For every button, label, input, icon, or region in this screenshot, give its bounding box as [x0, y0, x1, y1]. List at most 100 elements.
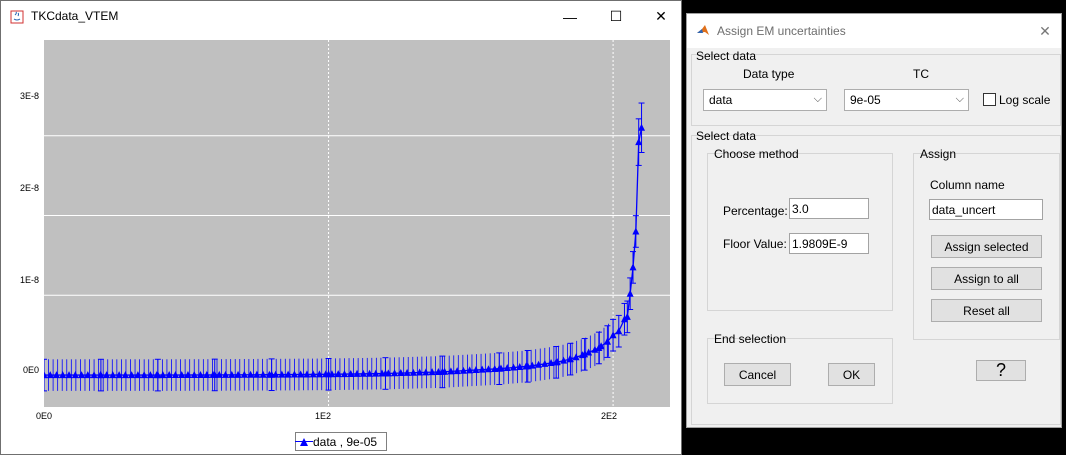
y-tick-label: 1E-8 [19, 275, 39, 285]
data-point [516, 362, 524, 370]
data-point [178, 371, 186, 379]
x-tick-label: 2E2 [601, 411, 618, 421]
data-point [635, 138, 643, 146]
close-icon: ✕ [655, 8, 667, 24]
assign-uncertainties-dialog: Assign EM uncertainties ✕ Select data Da… [686, 13, 1062, 428]
data-point [422, 368, 430, 376]
data-point [297, 370, 305, 378]
ok-button[interactable]: OK [828, 363, 875, 386]
data-point [278, 370, 286, 378]
close-icon: ✕ [1039, 22, 1051, 39]
data-point [438, 367, 446, 375]
data-point [397, 369, 405, 377]
data-point [609, 331, 617, 339]
data-point [315, 370, 323, 378]
cancel-button[interactable]: Cancel [724, 363, 791, 386]
x-tick-label: 0E0 [36, 411, 53, 421]
data-point [484, 365, 492, 373]
data-point [472, 366, 480, 374]
data-point [115, 371, 123, 379]
chevron-down-icon: ⌵ [955, 93, 964, 105]
data-point [503, 364, 511, 372]
percentage-label: Percentage: [723, 204, 788, 218]
data-point [491, 364, 499, 372]
data-point [347, 369, 355, 377]
data-point [71, 371, 79, 379]
reset-all-button[interactable]: Reset all [931, 299, 1042, 322]
assign-to-all-button[interactable]: Assign to all [931, 267, 1042, 290]
chevron-down-icon: ⌵ [813, 93, 822, 105]
data-point [134, 371, 142, 379]
chart-plot-area[interactable] [40, 40, 670, 407]
data-point [359, 369, 367, 377]
data-point [103, 371, 111, 379]
data-point [140, 371, 148, 379]
data-point [228, 370, 236, 378]
tc-select[interactable]: 9e-05 ⌵ [844, 89, 969, 111]
dialog-titlebar[interactable]: Assign EM uncertainties ✕ [687, 14, 1061, 48]
dialog-title: Assign EM uncertainties [717, 24, 846, 38]
x-tick-label: 1E2 [315, 411, 332, 421]
maximize-icon: ☐ [609, 8, 623, 24]
data-point [190, 370, 198, 378]
close-button[interactable]: ✕ [638, 1, 684, 32]
data-point [585, 348, 593, 356]
select-data-panel-bottom [691, 135, 1061, 425]
y-tick-label: 2E-8 [19, 183, 39, 193]
data-point [595, 343, 603, 351]
log-scale-checkbox[interactable] [983, 93, 996, 106]
percentage-input[interactable]: 3.0 [789, 198, 869, 219]
data-point [234, 370, 242, 378]
data-point [581, 350, 589, 358]
data-point [53, 371, 61, 379]
help-button[interactable]: ? [976, 360, 1026, 381]
minimize-button[interactable]: — [547, 1, 593, 32]
y-tick-label: 3E-8 [19, 91, 39, 101]
data-point [121, 371, 129, 379]
data-point [146, 371, 154, 379]
data-point [325, 370, 333, 378]
data-point [572, 353, 580, 361]
data-point [541, 359, 549, 367]
chart-svg [40, 40, 670, 407]
series-line [44, 127, 643, 376]
data-point [638, 123, 646, 131]
chart-legend: data , 9e-05 [295, 432, 387, 451]
choose-method-panel [707, 153, 893, 311]
data-type-value: data [709, 93, 733, 107]
choose-method-label: Choose method [714, 147, 799, 161]
data-point [203, 370, 211, 378]
data-point [478, 365, 486, 373]
data-type-select[interactable]: data ⌵ [703, 89, 827, 111]
data-point [222, 370, 230, 378]
data-point [552, 358, 560, 366]
data-point [447, 367, 455, 375]
data-point [524, 362, 532, 370]
data-point [591, 345, 599, 353]
data-point [290, 370, 298, 378]
column-name-input[interactable]: data_uncert [929, 199, 1043, 220]
plot-window: TKCdata_VTEM — ☐ ✕ 3E-8 2E-8 1E-8 0E0 0E… [0, 0, 682, 455]
floor-value-input[interactable]: 1.9809E-9 [789, 233, 869, 254]
maximize-button[interactable]: ☐ [593, 1, 639, 32]
data-point [159, 371, 167, 379]
dialog-close-button[interactable]: ✕ [1027, 14, 1063, 48]
end-selection-panel [707, 338, 893, 404]
assign-selected-button[interactable]: Assign selected [931, 235, 1042, 258]
data-point [197, 370, 204, 378]
data-point [459, 366, 467, 374]
data-point [372, 369, 380, 377]
data-point [623, 312, 631, 320]
data-point [90, 371, 98, 379]
y-tick-label: 0E0 [22, 365, 39, 375]
data-point [154, 371, 162, 379]
data-point [381, 369, 389, 377]
data-point [603, 337, 611, 345]
data-point [391, 369, 399, 377]
triangle-marker-icon [295, 437, 313, 446]
plot-titlebar[interactable]: TKCdata_VTEM — ☐ ✕ [1, 1, 681, 32]
data-point [353, 369, 361, 377]
data-point [128, 371, 136, 379]
data-point [535, 360, 543, 368]
data-point [453, 367, 461, 375]
